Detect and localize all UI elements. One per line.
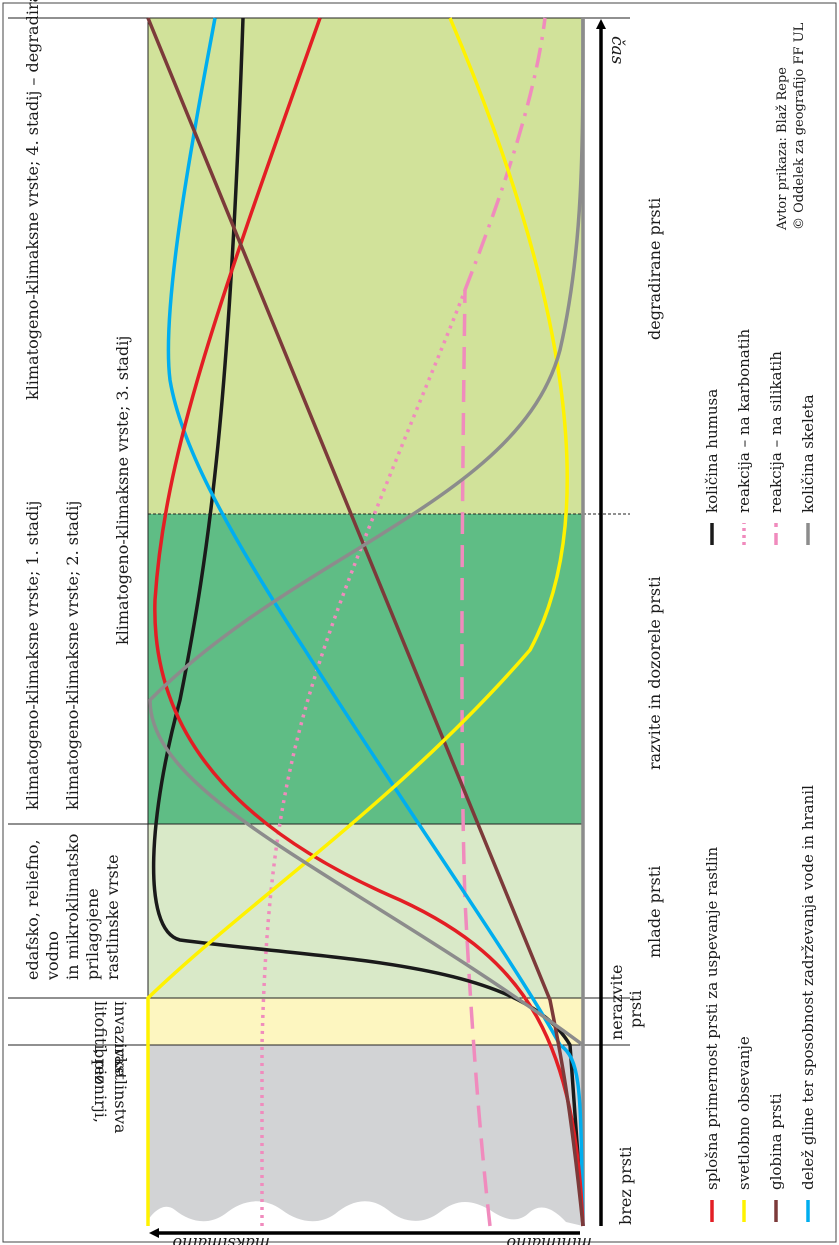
min-label: minimalno — [507, 1234, 592, 1245]
curve-reaction-silicate — [460, 289, 492, 1227]
legend-label-reaction-carbonate: reakcija – na karbonatih — [735, 328, 753, 513]
band-young — [148, 824, 583, 998]
time-axis-label: čas — [607, 36, 627, 65]
band-mature — [148, 514, 583, 824]
veg-edaphic-2: vodno — [43, 931, 62, 981]
curve-clay — [166, 17, 585, 1227]
curve-light — [146, 17, 569, 1226]
stage-label-initial-1: nerazvite — [607, 965, 626, 1040]
veg-pioneer-2: invazivke — [111, 1001, 130, 1077]
legend-label-soil-suitability: splošna primernost prsti za uspevanje ra… — [703, 846, 721, 1190]
legend: splošna primernost prsti za uspevanje ra… — [703, 328, 817, 1222]
veg-climax-4: klimatogeno-klimaksne vrste; 4. stadij –… — [23, 0, 42, 400]
legend-label-depth: globina prsti — [767, 1093, 785, 1190]
credits-copyright: © Oddelek za geografijo FF UL — [792, 22, 807, 230]
stage-label-degraded: degradirane prsti — [645, 198, 664, 340]
max-label: maksimalno — [173, 1234, 271, 1245]
veg-edaphic-4: prilagojene — [83, 888, 102, 980]
legend-label-reaction-silicate: reakcija – na silikatih — [767, 351, 785, 513]
band-initial — [148, 998, 583, 1045]
legend-label-humus: količina humusa — [703, 389, 721, 513]
stage-label-young: mlade prsti — [645, 866, 664, 958]
legend-label-light: svetlobno obsevanje — [735, 1036, 753, 1190]
vegetation-labels: brez rastlinstva litofiti, pionirji, inv… — [23, 0, 132, 1134]
band-bare — [148, 1045, 583, 1226]
band-degraded — [148, 18, 583, 514]
veg-pioneer-1: litofiti, pionirji, — [91, 1001, 110, 1123]
curve-skeleton-main — [148, 17, 585, 1047]
stage-label-initial-2: prsti — [626, 990, 645, 1028]
veg-bare-2: rastlinstva — [111, 1048, 130, 1134]
stage-label-mature: razvite in dozorele prsti — [645, 576, 664, 770]
curve-reaction-silicate-tail — [463, 17, 547, 291]
veg-edaphic-5: rastlinske vrste — [103, 854, 122, 980]
veg-edaphic-1: edafsko, reliefno, — [23, 839, 42, 980]
veg-climax-3: klimatogeno-klimaksne vrste; 3. stadij — [113, 336, 132, 645]
veg-climax-2: klimatogeno-klimaksne vrste; 2. stadij — [63, 501, 82, 810]
stage-label-bare: brez prsti — [616, 1146, 635, 1225]
curve-depth — [146, 17, 585, 1227]
curves — [146, 17, 585, 1227]
stage-labels: brez prsti nerazvite prsti mlade prsti r… — [607, 198, 664, 1225]
curve-humus — [151, 17, 585, 1227]
curve-reaction-carbonate — [260, 289, 467, 1226]
veg-bare-1: brez — [91, 1048, 110, 1084]
credits: Avtor prikaza: Blaž Repe © Oddelek za ge… — [775, 22, 807, 231]
credits-author: Avtor prikaza: Blaž Repe — [775, 67, 790, 231]
veg-climax-1: klimatogeno-klimaksne vrste; 1. stadij — [23, 501, 42, 810]
legend-label-skeleton: količina skeleta — [799, 394, 817, 513]
veg-edaphic-3: in mikroklimatsko — [63, 834, 82, 980]
legend-label-clay: delež gline ter sposobnost zadrževanja v… — [799, 785, 817, 1190]
